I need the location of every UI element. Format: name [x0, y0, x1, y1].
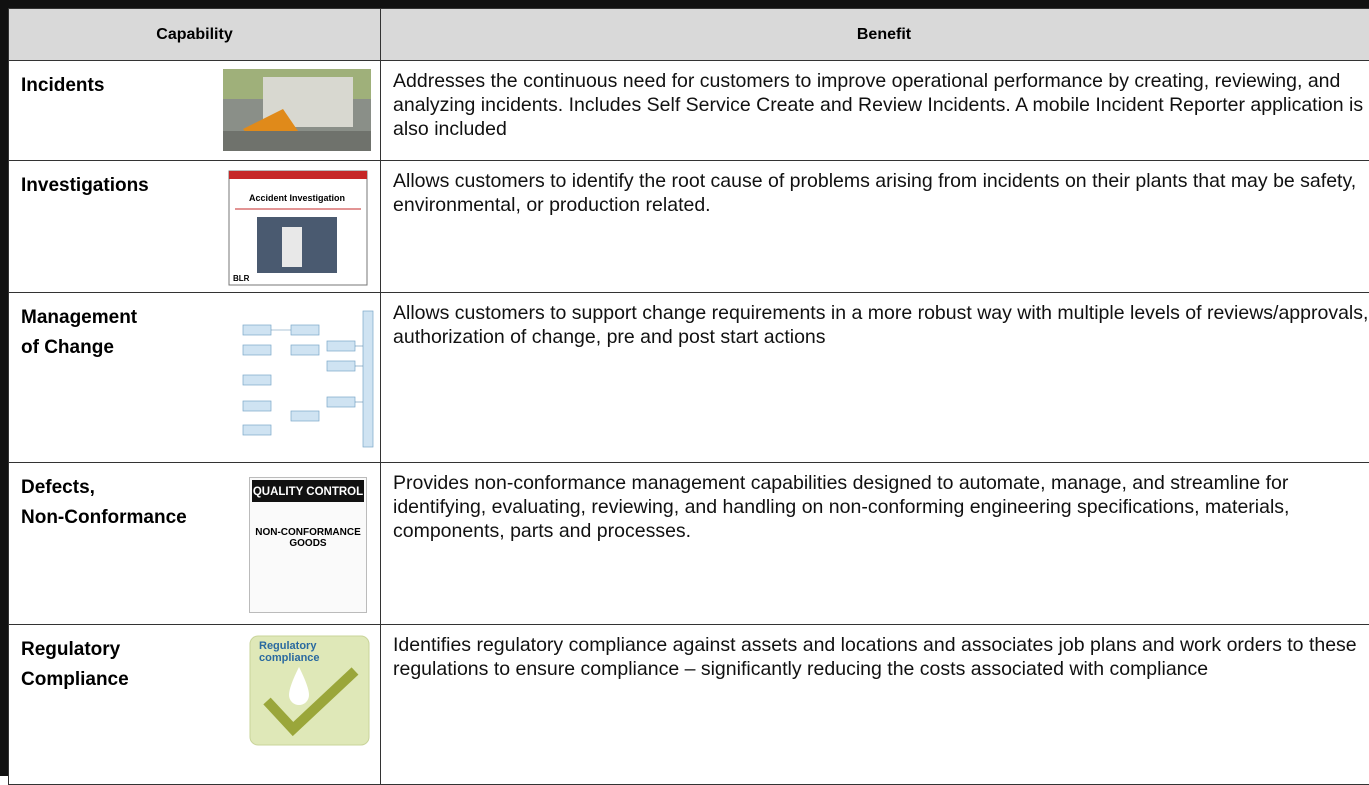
incident-photo [223, 69, 371, 151]
benefit-cell: Identifies regulatory compliance against… [381, 625, 1369, 785]
capability-cell: Management of Change [9, 293, 381, 463]
capability-cell: Incidents [9, 61, 381, 161]
image-text: QUALITY CONTROL [253, 486, 363, 498]
benefit: Addresses the continuous need for custom… [381, 61, 1369, 141]
benefit-cell: Addresses the continuous need for custom… [381, 61, 1369, 161]
benefit: Allows customers to identify the root ca… [381, 161, 1369, 217]
benefit-cell: Allows customers to identify the root ca… [381, 161, 1369, 293]
benefit: Allows customers to support change requi… [381, 293, 1369, 349]
benefit: Provides non-conformance management capa… [381, 463, 1369, 543]
image-text-line: NON-CONFORMANCE [255, 527, 361, 538]
header-cell: Benefit [381, 9, 1369, 61]
image-text-line: GOODS [289, 538, 327, 549]
image-text: Accident Investigation [249, 193, 345, 203]
benefit: Identifies regulatory compliance against… [381, 625, 1369, 681]
image-text-line: Regulatory [259, 640, 317, 652]
benefit-cell: Allows customers to support change requi… [381, 293, 1369, 463]
benefit-cell: Provides non-conformance management capa… [381, 463, 1369, 625]
investigation-image: Accident Investigation BLR [227, 169, 373, 289]
header-cell: Capability [9, 9, 381, 61]
image-text-line: compliance [259, 652, 320, 664]
flowchart-image [237, 301, 379, 451]
capability-cell: Defects, Non-Conformance QUALITY CONTROL… [9, 463, 381, 625]
image-text: BLR [233, 274, 250, 283]
